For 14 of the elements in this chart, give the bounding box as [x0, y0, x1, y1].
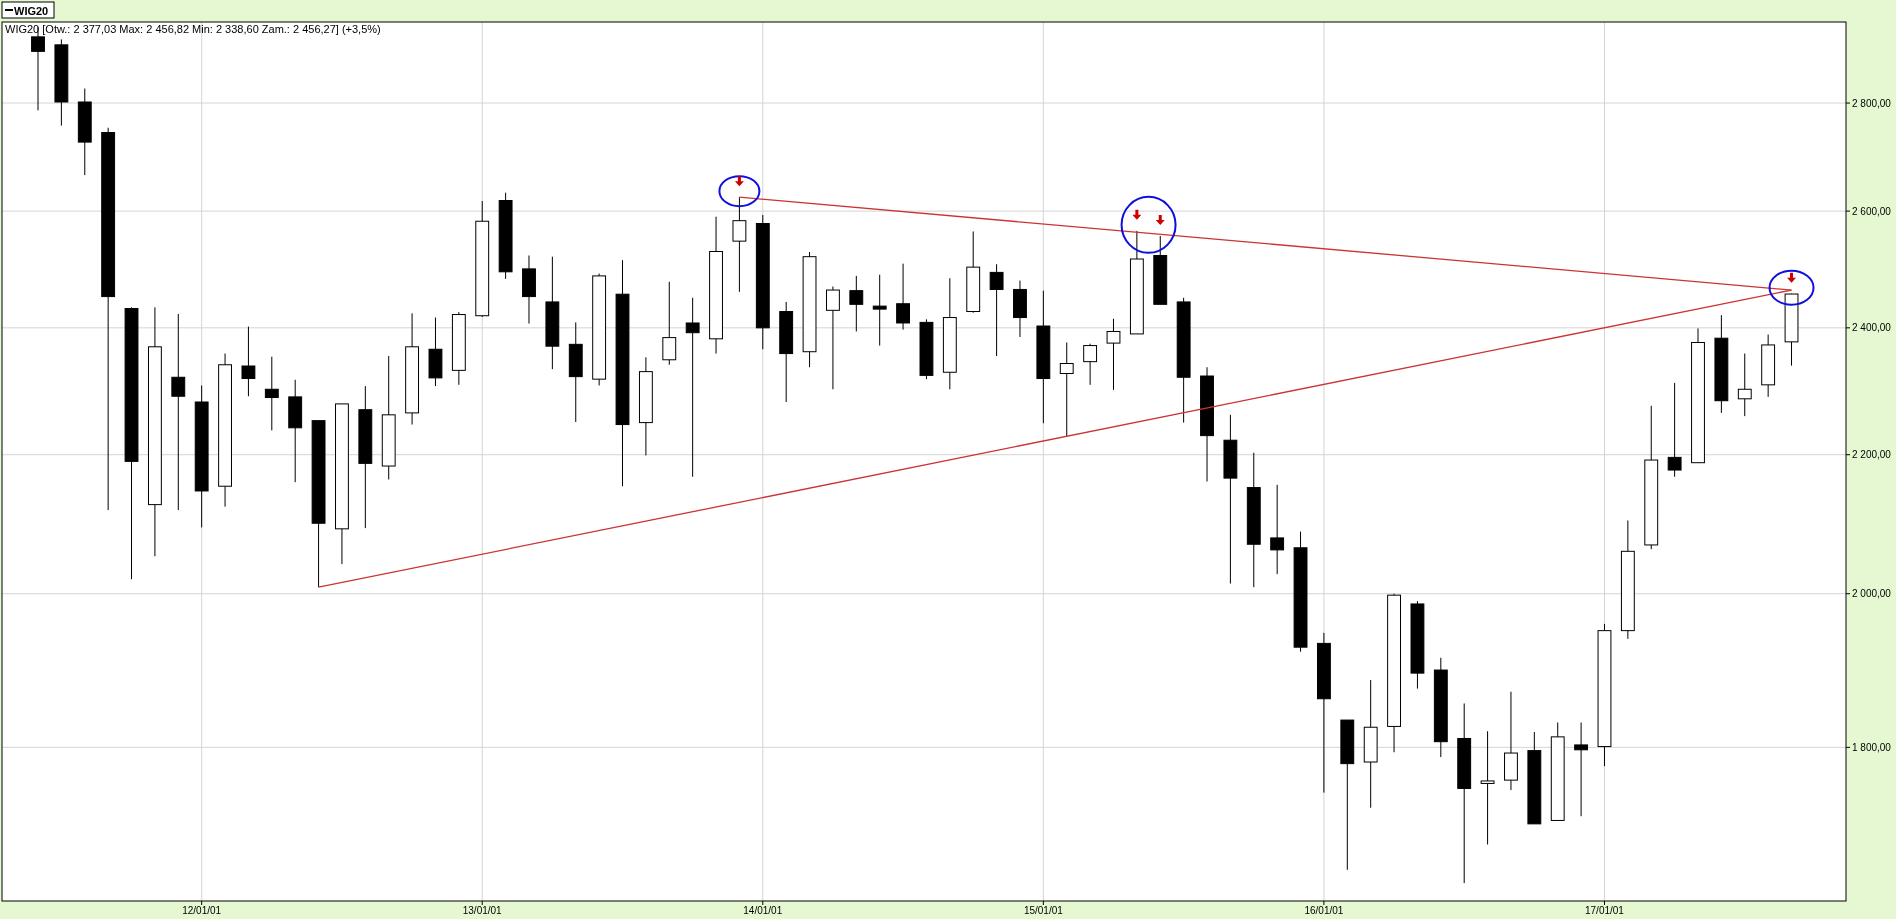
- y-tick-label: 2 600,00: [1852, 205, 1892, 217]
- y-tick-label: 1 800,00: [1852, 741, 1892, 753]
- x-tick-label: 15/01/01: [1023, 905, 1064, 916]
- y-tick-label: 2 800,00: [1852, 97, 1892, 109]
- legend-label: WIG20: [14, 4, 49, 17]
- x-tick-label: 12/01/01: [182, 905, 222, 916]
- y-tick-label: 2 200,00: [1852, 449, 1892, 461]
- chart-subtitle: WIG20 [Otw.: 2 377,03 Max: 2 456,82 Min: 2 338,60 Zam.: 2 456,27] (+3,5%): [5, 23, 381, 35]
- x-tick-label: 13/01/01: [462, 905, 503, 916]
- y-tick-label: 2 000,00: [1852, 588, 1892, 600]
- x-tick-label: 14/01/01: [743, 905, 783, 916]
- y-tick-label: 2 400,00: [1852, 322, 1892, 334]
- x-tick-label: 17/01/01: [1585, 905, 1625, 916]
- x-tick-label: 16/01/01: [1304, 905, 1344, 916]
